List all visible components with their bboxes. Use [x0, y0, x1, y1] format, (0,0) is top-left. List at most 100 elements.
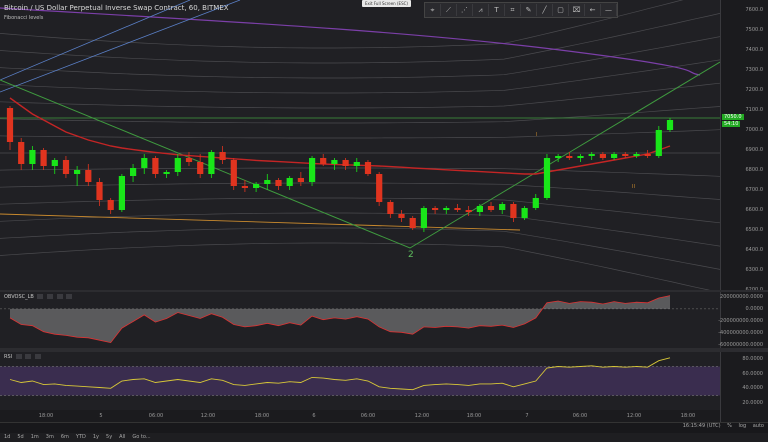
range-button[interactable]: 1y	[92, 434, 100, 440]
obv-legend[interactable]: OBVOSC_LB	[4, 294, 73, 300]
price-tick-label: 6500.0	[745, 227, 764, 233]
countdown-tag: 54:10	[722, 121, 741, 127]
candle-body	[342, 160, 349, 166]
candle-body	[185, 158, 193, 162]
obv-axis[interactable]: 200000000.0000 0.0000 -200000000.0000 -4000…	[718, 292, 768, 348]
candle-body	[264, 180, 271, 184]
candle-body	[510, 204, 517, 218]
rsi-tick-label: 80.0000	[742, 356, 763, 363]
range-button[interactable]: YTD	[75, 434, 86, 440]
rsi-chart[interactable]	[0, 352, 720, 410]
clock: 16:15:49 (UTC)	[682, 423, 721, 429]
price-tick-label: 6600.0	[745, 207, 764, 213]
rsi-legend[interactable]: RSI	[4, 354, 41, 360]
range-button[interactable]: 5d	[17, 434, 24, 440]
candle-body	[197, 162, 204, 174]
time-axis[interactable]: 18:00 5 06:00 12:00 18:00 6 06:00 12:00 18:00 7 06…	[0, 410, 720, 422]
time-tick-label: 18:00	[680, 413, 696, 419]
candle-body	[622, 154, 629, 156]
price-tick-label: 6800.0	[745, 167, 764, 173]
time-tick-label: 06:00	[148, 413, 164, 419]
text-icon[interactable]: T	[489, 4, 505, 16]
eye-icon[interactable]	[15, 354, 22, 359]
range-button[interactable]: 1d	[4, 434, 11, 440]
cursor-icon[interactable]: ⌖	[425, 4, 441, 16]
range-button[interactable]: 5y	[106, 434, 113, 440]
pane-separator[interactable]	[0, 290, 768, 292]
candle-body	[107, 200, 114, 210]
percent-toggle[interactable]: %	[727, 423, 732, 429]
candle-body	[353, 162, 360, 166]
exit-fullscreen-tooltip: Exit Full Screen (ESC)	[362, 0, 411, 7]
range-button[interactable]: 3m	[45, 434, 54, 440]
fibonacci-legend[interactable]: Fibonacci levels	[4, 15, 44, 21]
candle-body	[409, 218, 416, 228]
obv-chart[interactable]	[0, 292, 720, 348]
drawing-toolbar: ⌖ ⟋ ⋰ ⩘ T ⌗ ✎ ╱ ▢ ⌧ ← —	[424, 2, 618, 18]
rsi-pane[interactable]	[0, 352, 720, 410]
trend-line-icon[interactable]: ⟋	[441, 4, 457, 16]
settings-icon[interactable]	[47, 294, 54, 299]
fibonacci-band	[0, 227, 721, 270]
rsi-band	[0, 366, 720, 396]
candle-body	[40, 150, 47, 166]
auto-toggle[interactable]: auto	[752, 423, 764, 429]
price-axis[interactable]: 7600.0 7500.0 7400.0 7300.0 7200.0 7100.0 7000…	[720, 0, 768, 293]
main-chart-pane[interactable]	[0, 0, 721, 293]
candle-body	[398, 214, 405, 218]
time-tick-label: 5	[99, 413, 103, 419]
rsi-tick-label: 40.0000	[742, 385, 763, 392]
eye-icon[interactable]	[37, 294, 44, 299]
candle-body	[555, 156, 562, 158]
pitchfork-icon[interactable]: ⋰	[457, 4, 473, 16]
price-tick-label: 6400.0	[745, 247, 764, 253]
candle-body	[376, 174, 383, 202]
candle-body	[241, 186, 248, 188]
price-tick-label: 7400.0	[745, 47, 764, 53]
brush-icon[interactable]: ✎	[521, 4, 537, 16]
bottom-right-controls: 16:15:49 (UTC) % log auto	[678, 423, 764, 429]
candle-body	[611, 154, 618, 158]
rsi-axis[interactable]: 80.0000 60.0000 40.0000 20.0000	[720, 352, 768, 410]
time-tick-label: 06:00	[360, 413, 376, 419]
candle-body	[163, 172, 170, 174]
price-tick-label: 7000.0	[745, 127, 764, 133]
range-button[interactable]: 6m	[60, 434, 69, 440]
obv-tick-label: -600000000.0000	[718, 341, 763, 348]
candle-body	[633, 154, 640, 156]
settings-icon[interactable]	[25, 354, 32, 359]
arrow-left-icon[interactable]: ←	[585, 4, 601, 16]
line-icon[interactable]: ╱	[537, 4, 553, 16]
bottom-bar: 1d 5d 1m 3m 6m YTD 1y 5y All Go to...	[0, 422, 768, 440]
price-chart[interactable]	[0, 0, 721, 293]
candle-body	[130, 168, 137, 176]
candle-body	[309, 158, 316, 182]
obv-pane[interactable]	[0, 292, 720, 348]
pattern-icon[interactable]: ⩘	[473, 4, 489, 16]
fibonacci-band	[0, 182, 721, 200]
blue-trend-line	[0, 0, 191, 81]
candle-body	[487, 206, 495, 210]
fibonacci-band	[0, 0, 684, 49]
more-icon[interactable]	[66, 294, 73, 299]
rectangle-icon[interactable]: ▢	[553, 4, 569, 16]
close-icon[interactable]	[56, 294, 63, 299]
marker-icon[interactable]: ⌧	[569, 4, 585, 16]
log-toggle[interactable]: log	[738, 423, 747, 429]
current-price-tag: 7050.0	[722, 114, 744, 120]
candle-body	[51, 160, 58, 166]
range-button[interactable]: Go to...	[132, 434, 151, 440]
measure-icon[interactable]: ⌗	[505, 4, 521, 16]
price-tick-label: 7600.0	[745, 7, 764, 13]
horizontal-line-icon[interactable]: —	[601, 4, 617, 16]
range-button[interactable]: All	[119, 434, 126, 440]
candle-body	[543, 158, 551, 198]
range-button[interactable]: 1m	[30, 434, 39, 440]
rsi-title: RSI	[4, 354, 13, 360]
obv-area	[10, 295, 670, 343]
close-icon[interactable]	[34, 354, 41, 359]
price-tick-label: 7500.0	[745, 27, 764, 33]
rsi-line	[9, 357, 671, 391]
pane-separator[interactable]	[0, 348, 768, 352]
obv-tick-label: 0.0000	[745, 305, 764, 312]
